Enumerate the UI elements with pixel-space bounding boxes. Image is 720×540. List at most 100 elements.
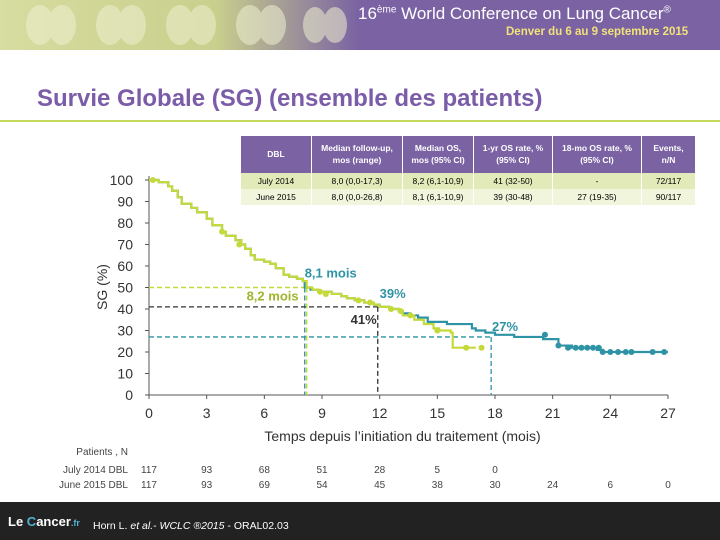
y-tick-label: 100 (110, 172, 134, 188)
censor-marker-june2015 (661, 349, 668, 355)
conference-banner: 16ème World Conference on Lung Cancer® D… (0, 0, 720, 50)
os-summary-table: DBL Median follow-up, mos (range) Median… (241, 136, 696, 205)
censor-marker-june2015 (590, 344, 597, 351)
censor-marker-july2014 (367, 299, 374, 306)
risk-count: 51 (316, 465, 328, 476)
y-tick-label: 80 (117, 215, 133, 231)
censor-marker-june2015 (555, 342, 562, 349)
censor-marker-july2014 (322, 290, 329, 297)
y-tick-label: 10 (117, 366, 133, 382)
table-row: July 2014 8,0 (0,0-17,3) 8,2 (6,1-10,9) … (241, 173, 696, 189)
table-cell: 27 (19-35) (552, 189, 642, 205)
table-cell: 90/117 (641, 189, 696, 205)
y-tick-label: 70 (117, 237, 133, 253)
table-cell: July 2014 (241, 173, 312, 189)
censor-marker-july2014 (355, 297, 362, 304)
censor-marker-june2015 (572, 344, 579, 351)
y-tick-label: 90 (117, 194, 133, 210)
risk-count: 0 (492, 465, 498, 476)
risk-count: 45 (374, 480, 386, 491)
footer-bar (0, 502, 720, 540)
x-tick-label: 3 (203, 405, 211, 421)
table-header-cell: 18-mo OS rate, % (95% CI) (552, 136, 642, 173)
table-cell: 39 (30-48) (473, 189, 553, 205)
risk-count: 6 (608, 480, 614, 491)
risk-count: 93 (201, 465, 213, 476)
table-cell: - (552, 173, 642, 189)
censor-marker-july2014 (478, 344, 485, 351)
censor-marker-july2014 (434, 327, 441, 334)
censor-marker-july2014 (236, 241, 243, 248)
y-tick-label: 0 (125, 387, 133, 403)
x-tick-label: 27 (660, 405, 676, 421)
y-tick-label: 20 (117, 344, 133, 360)
annotation-label: 27% (492, 319, 518, 334)
censor-marker-july2014 (388, 306, 395, 312)
y-axis-title: SG (%) (94, 264, 110, 310)
risk-count: 24 (547, 480, 559, 491)
risk-count: 69 (259, 480, 271, 491)
table-header-cell: Median OS, mos (95% CI) (402, 136, 474, 173)
risk-count: 30 (489, 480, 501, 491)
risk-count: 117 (141, 465, 157, 476)
table-header-cell: Events, n/N (641, 136, 696, 173)
y-tick-label: 60 (117, 258, 133, 274)
table-header-cell: DBL (241, 136, 312, 173)
lung-banner-image (0, 0, 360, 50)
table-row: June 2015 8,0 (0,0-26,8) 8,1 (6,1-10,9) … (241, 189, 696, 205)
annotation-label: 8,1 mois (305, 266, 357, 281)
annotation-label: 41% (351, 312, 377, 327)
annotation-label: 39% (380, 286, 406, 301)
censor-marker-june2015 (584, 344, 591, 351)
x-axis-title: Temps depuis l’initiation du traitement … (264, 428, 540, 444)
survival-curve-june2015 (149, 178, 668, 354)
censor-marker-july2014 (463, 344, 470, 351)
table-cell: 72/117 (641, 173, 696, 189)
censor-marker-june2015 (541, 331, 548, 338)
censor-marker-june2015 (615, 349, 622, 355)
table-header-cell: 1-yr OS rate, % (95% CI) (473, 136, 553, 173)
censor-marker-july2014 (219, 228, 226, 235)
censor-marker-june2015 (599, 349, 606, 355)
censor-marker-june2015 (565, 344, 572, 351)
censor-marker-june2015 (622, 349, 629, 355)
x-tick-label: 9 (318, 405, 326, 421)
table-cell: 8,2 (6,1-10,9) (402, 173, 474, 189)
table-cell: 8,1 (6,1-10,9) (402, 189, 474, 205)
y-tick-label: 50 (117, 280, 133, 296)
risk-count: 38 (432, 480, 444, 491)
censor-marker-july2014 (149, 177, 156, 183)
table-header-cell: Median follow-up, mos (range) (311, 136, 403, 173)
citation: Horn L. et al.- WCLC ®2015 - ORAL02.03 (93, 520, 289, 532)
x-tick-label: 15 (430, 405, 446, 421)
slide-title: Survie Globale (SG) (ensemble des patien… (37, 85, 543, 112)
risk-count: 28 (374, 465, 386, 476)
x-tick-label: 12 (372, 405, 388, 421)
risk-count: 54 (316, 480, 328, 491)
censor-marker-july2014 (397, 308, 404, 315)
censor-marker-june2015 (595, 344, 602, 351)
risk-count: 93 (201, 480, 213, 491)
table-cell: 8,0 (0,0-17,3) (311, 173, 403, 189)
conference-subtitle: Denver du 6 au 9 septembre 2015 (506, 26, 689, 38)
x-tick-label: 0 (145, 405, 153, 421)
risk-row-label: July 2014 DBL (63, 465, 128, 476)
censor-marker-july2014 (407, 312, 414, 319)
censor-marker-june2015 (607, 349, 614, 355)
censor-marker-june2015 (628, 349, 635, 355)
table-cell: 8,0 (0,0-26,8) (311, 189, 403, 205)
y-tick-label: 30 (117, 323, 133, 339)
censor-marker-july2014 (317, 288, 324, 295)
censor-marker-june2015 (649, 349, 656, 355)
table-cell: 41 (32-50) (473, 173, 553, 189)
annotation-label: 8,2 mois (247, 289, 299, 304)
risk-row-label: June 2015 DBL (59, 480, 128, 491)
risk-count: 5 (435, 465, 441, 476)
conference-title: 16ème World Conference on Lung Cancer® (358, 4, 671, 23)
risk-table-title: Patients , N (76, 447, 128, 458)
censor-marker-june2015 (578, 344, 585, 351)
x-tick-label: 24 (603, 405, 619, 421)
x-tick-label: 6 (260, 405, 268, 421)
table-header-row: DBL Median follow-up, mos (range) Median… (241, 136, 696, 173)
